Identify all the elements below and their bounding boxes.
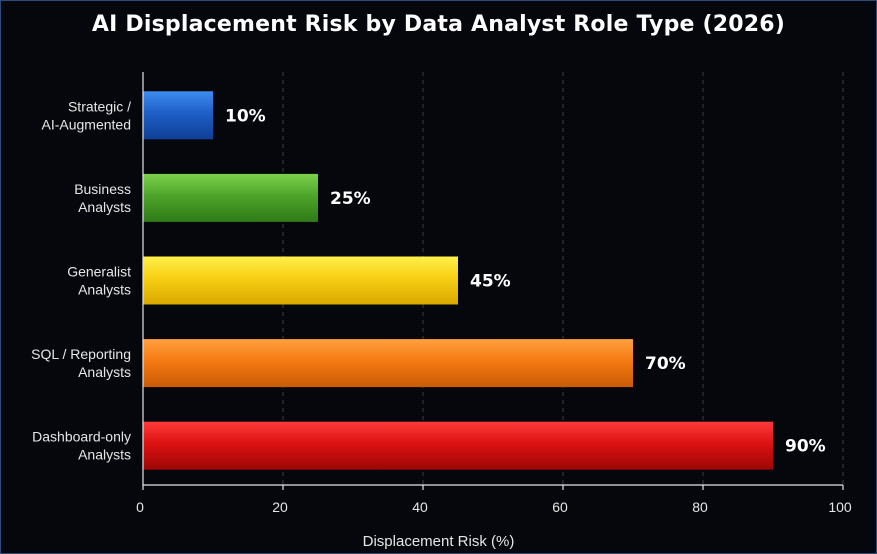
category-label-2: Generalist Analysts (67, 264, 131, 298)
data-label-0: 10% (225, 106, 266, 126)
category-label-3: SQL / Reporting Analysts (31, 346, 131, 380)
data-label-2: 45% (470, 272, 511, 292)
grid-lines (282, 72, 844, 485)
category-label-1: Business Analysts (74, 181, 131, 215)
bar-1 (143, 173, 318, 222)
labels-group: 10% Strategic / AI-Augmented 25% Business Ana… (31, 98, 852, 515)
x-tick-label-80: 80 (692, 499, 708, 515)
x-axis-label: Displacement Risk (%) (362, 533, 515, 550)
bars-group (143, 91, 773, 470)
x-tick-label-100: 100 (828, 499, 852, 515)
x-tick-label-60: 60 (552, 499, 568, 515)
axes-group (142, 72, 844, 490)
data-label-4: 90% (785, 437, 826, 457)
bar-0 (143, 91, 213, 140)
bar-2 (143, 256, 458, 305)
x-tick-label-40: 40 (412, 499, 428, 515)
bar-4 (143, 421, 773, 470)
category-label-0: Strategic / AI-Augmented (42, 98, 132, 132)
data-label-3: 70% (645, 354, 686, 374)
x-tick-label-0: 0 (136, 499, 144, 515)
data-label-1: 25% (330, 189, 371, 209)
category-label-4: Dashboard-only Analysts (32, 429, 131, 463)
bar-3 (143, 339, 633, 388)
chart-title: AI Displacement Risk by Data Analyst Rol… (91, 12, 786, 37)
x-tick-label-20: 20 (272, 499, 288, 515)
